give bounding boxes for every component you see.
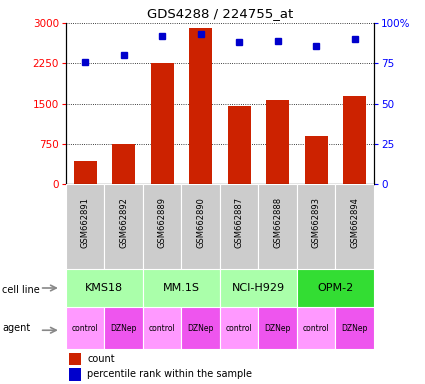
- Bar: [189, 28, 212, 184]
- Bar: [181, 184, 220, 269]
- Text: GSM662887: GSM662887: [235, 197, 244, 248]
- Bar: [143, 184, 181, 269]
- Text: GSM662891: GSM662891: [81, 197, 90, 248]
- Text: GSM662892: GSM662892: [119, 197, 128, 248]
- Bar: [305, 136, 328, 184]
- Text: MM.1S: MM.1S: [163, 283, 200, 293]
- Text: DZNep: DZNep: [187, 324, 214, 333]
- Bar: [297, 269, 374, 307]
- Bar: [297, 307, 335, 349]
- Title: GDS4288 / 224755_at: GDS4288 / 224755_at: [147, 7, 293, 20]
- Text: GSM662893: GSM662893: [312, 197, 321, 248]
- Text: cell line: cell line: [2, 285, 40, 295]
- Bar: [220, 307, 258, 349]
- Bar: [220, 184, 258, 269]
- Text: count: count: [88, 354, 115, 364]
- Bar: [220, 269, 297, 307]
- Bar: [74, 161, 96, 184]
- Text: control: control: [226, 324, 252, 333]
- Bar: [66, 184, 105, 269]
- Bar: [266, 101, 289, 184]
- Bar: [335, 184, 374, 269]
- Bar: [105, 307, 143, 349]
- Bar: [143, 307, 181, 349]
- Bar: [335, 307, 374, 349]
- Text: NCI-H929: NCI-H929: [232, 283, 285, 293]
- Bar: [181, 307, 220, 349]
- Text: control: control: [149, 324, 176, 333]
- Text: KMS18: KMS18: [85, 283, 123, 293]
- Bar: [69, 369, 81, 381]
- Bar: [343, 96, 366, 184]
- Bar: [258, 307, 297, 349]
- Text: GSM662888: GSM662888: [273, 197, 282, 248]
- Bar: [105, 184, 143, 269]
- Text: control: control: [72, 324, 99, 333]
- Text: DZNep: DZNep: [110, 324, 137, 333]
- Text: control: control: [303, 324, 330, 333]
- Bar: [66, 307, 105, 349]
- Bar: [228, 106, 251, 184]
- Text: percentile rank within the sample: percentile rank within the sample: [88, 369, 252, 379]
- Text: OPM-2: OPM-2: [317, 283, 354, 293]
- Bar: [143, 269, 220, 307]
- Text: GSM662890: GSM662890: [196, 197, 205, 248]
- Text: DZNep: DZNep: [342, 324, 368, 333]
- Bar: [150, 63, 174, 184]
- Text: agent: agent: [2, 323, 30, 333]
- Bar: [297, 184, 335, 269]
- Text: GSM662894: GSM662894: [350, 197, 359, 248]
- Bar: [66, 269, 143, 307]
- Bar: [69, 353, 81, 365]
- Text: DZNep: DZNep: [264, 324, 291, 333]
- Bar: [258, 184, 297, 269]
- Text: GSM662889: GSM662889: [158, 197, 167, 248]
- Bar: [112, 144, 135, 184]
